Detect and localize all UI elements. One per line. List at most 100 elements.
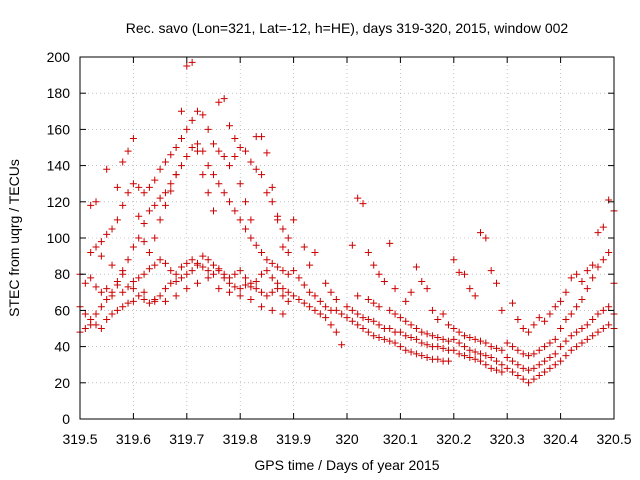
x-tick-label: 320.3 <box>490 431 525 447</box>
data-point <box>167 151 175 159</box>
data-point <box>263 149 271 157</box>
data-point <box>188 256 196 264</box>
data-point <box>407 334 415 342</box>
data-point <box>151 201 159 209</box>
data-point <box>220 153 228 161</box>
data-point <box>460 343 468 351</box>
data-point <box>573 270 581 278</box>
data-point <box>177 274 185 282</box>
data-point <box>247 279 255 287</box>
data-point <box>423 353 431 361</box>
data-point <box>220 189 228 197</box>
data-point <box>578 296 586 304</box>
data-point <box>460 270 468 278</box>
data-point <box>295 274 303 282</box>
data-point <box>103 285 111 293</box>
data-point <box>177 263 185 271</box>
data-point <box>210 270 217 278</box>
data-point <box>252 241 260 249</box>
data-point <box>236 267 244 275</box>
data-point <box>455 328 463 336</box>
data-point <box>87 201 95 209</box>
data-point <box>247 158 255 166</box>
data-point <box>103 296 111 304</box>
data-point <box>583 335 591 343</box>
data-point <box>551 361 559 369</box>
data-point <box>268 183 276 191</box>
data-point <box>220 95 228 103</box>
data-point <box>493 366 501 374</box>
data-point <box>567 274 575 282</box>
y-tick-label: 160 <box>47 121 71 137</box>
data-point <box>97 252 105 260</box>
data-point <box>434 343 442 351</box>
data-point <box>236 144 244 151</box>
y-tick-label: 200 <box>47 49 71 65</box>
data-point <box>204 189 212 197</box>
data-point <box>503 364 511 372</box>
data-point <box>252 165 260 173</box>
data-point <box>156 194 164 202</box>
data-point <box>407 321 415 329</box>
data-point <box>167 267 175 275</box>
data-point <box>541 357 549 365</box>
data-point <box>402 332 410 340</box>
data-point <box>263 189 271 197</box>
data-point <box>546 364 554 372</box>
data-point <box>332 328 340 336</box>
data-point <box>231 134 239 142</box>
data-point <box>290 267 298 275</box>
data-point <box>594 229 602 237</box>
data-point <box>386 337 394 345</box>
data-point <box>188 144 196 151</box>
data-point <box>81 279 89 287</box>
y-tick-label: 0 <box>62 411 70 427</box>
data-point <box>423 330 431 338</box>
data-point <box>599 306 607 314</box>
data-point <box>535 361 543 369</box>
data-point <box>482 234 490 242</box>
data-point <box>145 207 153 215</box>
data-point <box>236 180 244 188</box>
data-point <box>247 296 255 304</box>
data-point <box>129 180 137 188</box>
data-point <box>589 274 597 282</box>
data-point <box>129 297 137 305</box>
data-point <box>605 321 613 329</box>
data-point <box>124 299 132 307</box>
data-point <box>140 270 148 278</box>
data-point <box>375 303 383 311</box>
data-point <box>338 341 346 349</box>
data-point <box>151 234 159 242</box>
data-point <box>375 334 383 342</box>
data-point <box>428 332 436 340</box>
data-point <box>509 343 517 351</box>
data-point <box>279 243 287 251</box>
data-point <box>482 361 490 369</box>
data-point <box>290 292 298 300</box>
data-point <box>183 125 191 133</box>
data-point <box>92 310 100 318</box>
data-point <box>605 303 613 311</box>
data-point <box>284 297 292 305</box>
chart-title: Rec. savo (Lon=321, Lat=-12, h=HE), days… <box>126 20 569 36</box>
data-point <box>599 325 607 332</box>
data-point <box>578 325 586 332</box>
data-point <box>589 315 597 323</box>
data-point <box>583 267 591 275</box>
data-point <box>519 325 527 332</box>
data-point <box>193 140 201 148</box>
data-point <box>541 317 549 325</box>
y-tick-label: 20 <box>54 375 70 391</box>
data-point <box>81 310 89 318</box>
data-point <box>242 198 250 206</box>
data-point <box>455 350 463 358</box>
data-point <box>177 162 185 170</box>
data-point <box>423 285 431 293</box>
data-point <box>177 134 185 142</box>
data-point <box>477 337 484 345</box>
data-point <box>215 267 223 275</box>
data-point <box>434 315 442 323</box>
data-point <box>450 325 458 332</box>
